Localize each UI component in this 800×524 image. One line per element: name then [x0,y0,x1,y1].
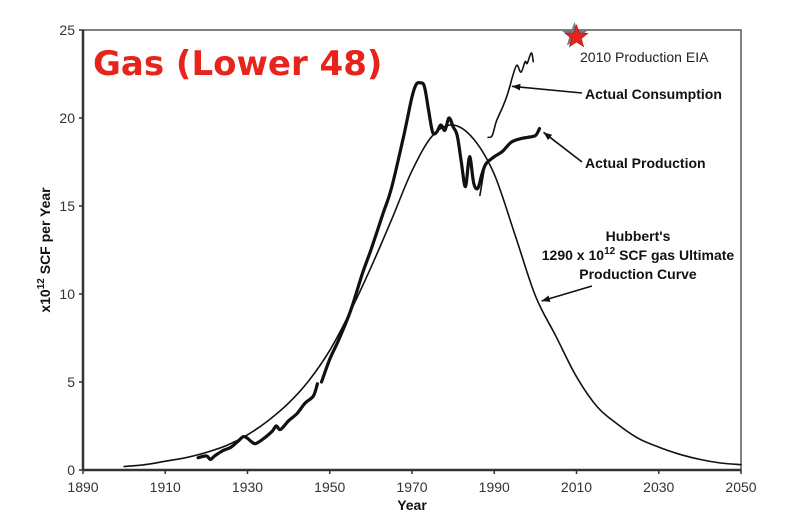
x-tick-label: 1990 [479,479,510,495]
y-tick-label: 15 [59,198,75,214]
y-tick-label: 5 [67,374,75,390]
star-marker-icon [564,24,589,48]
markers [562,22,589,48]
consumption-arrow [511,85,583,94]
x-tick-label: 1970 [396,479,427,495]
series-line-actual-production [319,81,542,384]
series-line-actual-production [196,382,319,461]
chart-title: Gas (Lower 48) [93,44,382,84]
hubbert-label-line1: Hubbert's [606,228,671,244]
consumption-arrow-head [511,83,521,91]
series-line-actual-consumption [479,170,485,197]
x-tick-label: 1950 [314,479,345,495]
y-tick-label: 20 [59,110,75,126]
production-label: Actual Production [585,155,706,171]
series-layer [123,52,742,468]
production-arrow-head [543,132,553,141]
axes: 1890 1910 1930 1950 1970 1990 2010 2030 2050 0 5 10… [59,22,756,495]
hubbert-label-line3: Production Curve [579,266,697,282]
y-axis-title: x1012 SCF per Year [36,187,53,313]
x-tick-label: 1890 [67,479,98,495]
x-tick-label: 2050 [725,479,756,495]
x-axis-title: Year [397,497,427,513]
consumption-label: Actual Consumption [585,86,722,102]
x-tick-label: 2010 [561,479,592,495]
hubbert-arrow [541,285,593,302]
x-tick-label: 2030 [643,479,674,495]
series-line-hubbert-s-production-curve [123,124,742,468]
x-tick-label: 1930 [232,479,263,495]
annotation-arrows [511,83,593,302]
hubbert-label-line2: 1290 x 1012 SCF gas Ultimate [542,246,735,263]
y-tick-label: 10 [59,286,75,302]
eia-label: 2010 Production EIA [580,49,709,65]
hubbert-arrow-head [541,295,551,302]
series-line-actual-consumption [487,52,535,139]
y-tick-label: 25 [59,22,75,38]
x-tick-label: 1910 [150,479,181,495]
y-tick-label: 0 [67,462,75,478]
